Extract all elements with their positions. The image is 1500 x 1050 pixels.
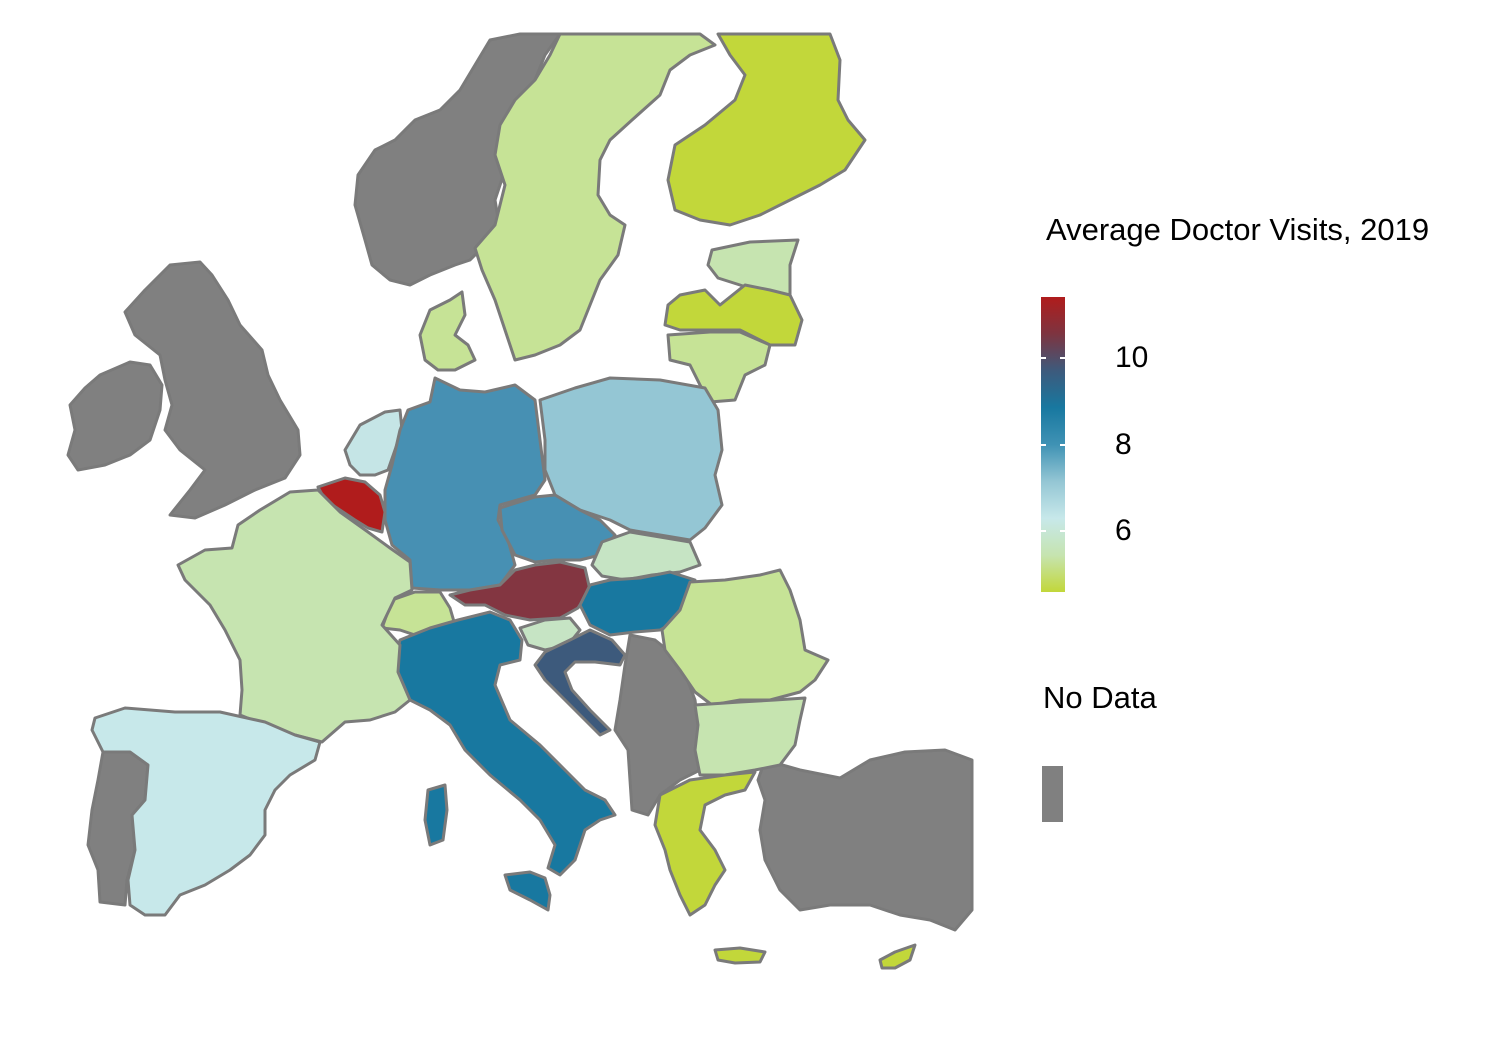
region-sweden: [473, 32, 717, 362]
region-romania: [660, 568, 830, 707]
region-bulgaria: [693, 696, 807, 777]
region-france: [176, 488, 414, 744]
legend-tick-mark: [1041, 530, 1046, 533]
region-latvia: [663, 283, 804, 347]
europe-map: [66, 32, 974, 970]
region-denmark: [418, 290, 477, 372]
region-slovakia: [590, 530, 702, 582]
region-great-britain: [123, 260, 302, 520]
legend-tick-label: 10: [1115, 340, 1149, 374]
no-data-label: No Data: [1043, 680, 1157, 715]
legend-tick-mark: [1060, 356, 1065, 359]
region-sicily: [503, 870, 552, 912]
region-crete: [713, 946, 767, 965]
region-cyprus: [878, 943, 917, 970]
region-lithuania: [666, 330, 772, 404]
legend-tick-mark: [1041, 443, 1046, 446]
legend-tick-mark: [1060, 443, 1065, 446]
region-sardinia: [423, 783, 449, 847]
region-ireland: [66, 360, 164, 472]
legend-tick-mark: [1060, 530, 1065, 533]
legend-tick-label: 6: [1115, 514, 1132, 548]
region-greece: [653, 770, 757, 917]
legend-tick-label: 8: [1115, 427, 1132, 461]
no-data-swatch: [1042, 766, 1063, 822]
legend-title: Average Doctor Visits, 2019: [1046, 212, 1430, 247]
region-finland: [666, 32, 867, 227]
region-italy: [393, 610, 617, 877]
region-netherlands: [343, 408, 404, 477]
region-croatia: [533, 628, 627, 737]
legend-tick-mark: [1041, 356, 1046, 359]
region-turkey: [756, 748, 974, 932]
region-spain: [90, 706, 322, 917]
